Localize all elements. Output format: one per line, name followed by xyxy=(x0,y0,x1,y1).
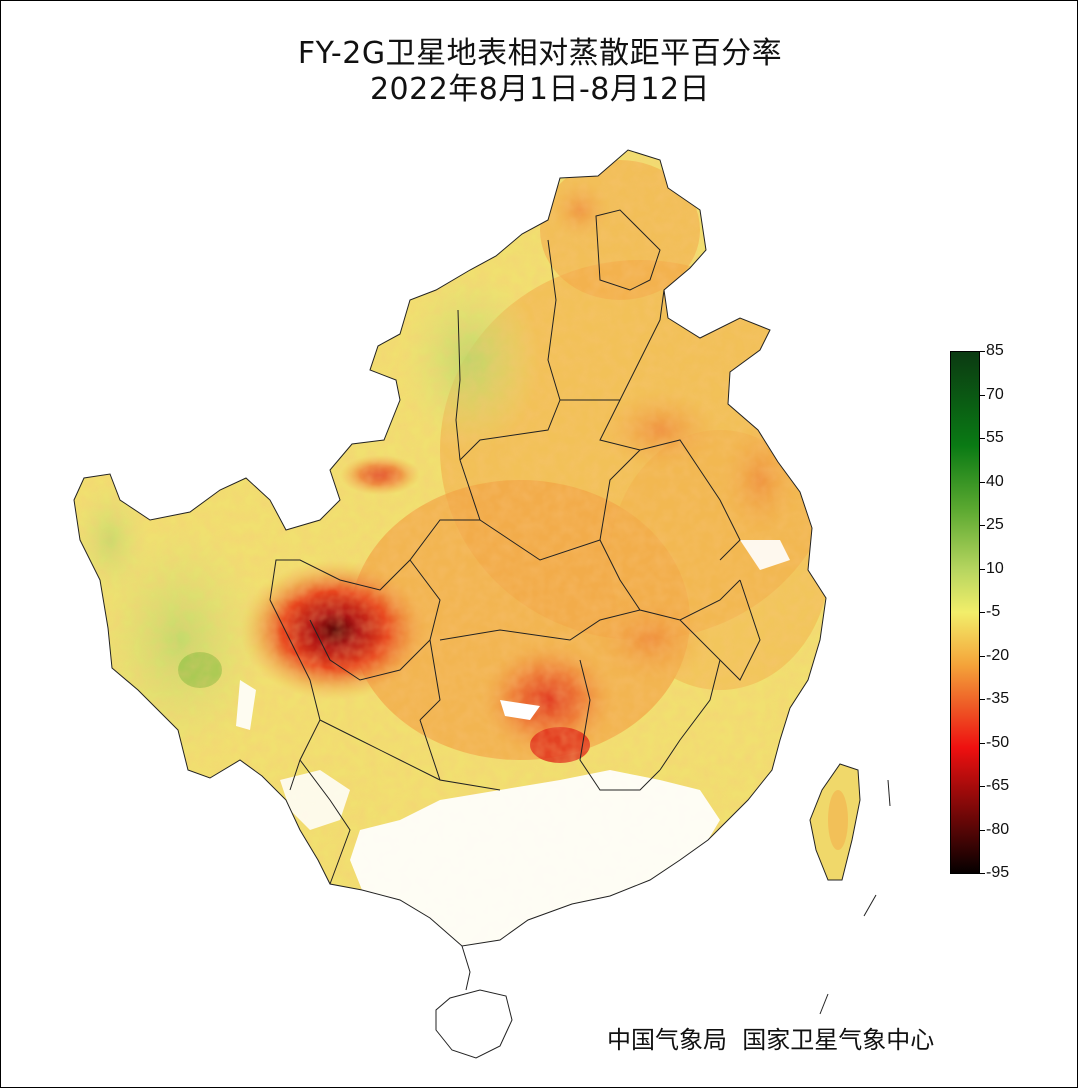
color-bar-tick xyxy=(979,786,985,787)
hainan-island xyxy=(435,945,513,1059)
color-bar-tick-label: -95 xyxy=(986,864,1010,881)
color-bar-tick xyxy=(979,699,985,700)
color-bar-tick-label: -65 xyxy=(986,777,1010,794)
color-bar-tick-label: 40 xyxy=(986,473,1004,490)
color-bar-tick-label: -35 xyxy=(986,690,1010,707)
province-borders xyxy=(73,149,827,947)
color-bar-tick xyxy=(979,743,985,744)
taiwan-island xyxy=(809,763,861,881)
credit-text: 中国气象局 国家卫星气象中心 xyxy=(607,1026,935,1054)
map-subtitle-date-range: 2022年8月1日-8月12日 xyxy=(369,72,711,107)
color-bar-tick-label: -50 xyxy=(986,734,1010,751)
color-bar-tick-label: -80 xyxy=(986,821,1010,838)
anomaly-shading xyxy=(74,150,826,946)
sea-boundary-dashes xyxy=(819,779,891,1015)
color-bar-tick-label: 55 xyxy=(986,429,1004,446)
map-title: FY-2G卫星地表相对蒸散距平百分率 xyxy=(297,36,783,71)
color-bar-tick xyxy=(979,395,985,396)
color-bar-tick-label: 85 xyxy=(986,342,1004,359)
color-bar-tick-label: -20 xyxy=(986,647,1010,664)
color-bar-tick xyxy=(979,830,985,831)
color-bar-tick-label: -5 xyxy=(986,603,1001,620)
color-bar-tick xyxy=(979,438,985,439)
color-bar-tick xyxy=(979,482,985,483)
color-bar-tick xyxy=(979,656,985,657)
color-bar-tick-label: 70 xyxy=(986,386,1004,403)
color-bar-tick xyxy=(979,569,985,570)
color-bar xyxy=(950,351,980,874)
color-bar-tick xyxy=(979,525,985,526)
color-bar-tick xyxy=(979,612,985,613)
color-bar-tick-label: 25 xyxy=(986,516,1004,533)
color-bar-tick xyxy=(979,351,985,352)
color-bar-tick xyxy=(979,873,985,874)
color-bar-tick-label: 10 xyxy=(986,560,1004,577)
